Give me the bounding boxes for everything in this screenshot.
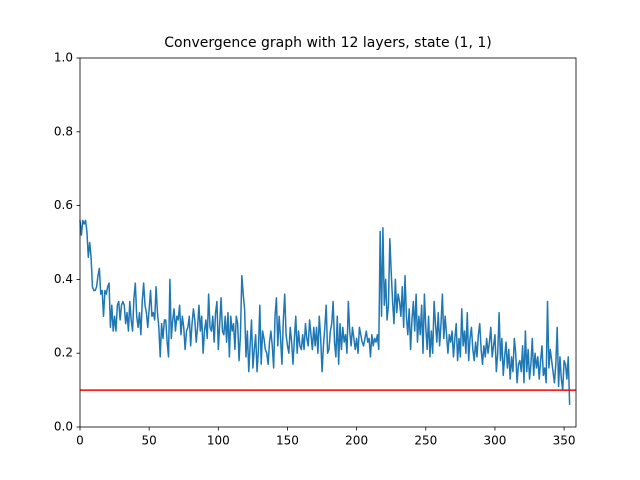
- y-tick-label: 0.0: [54, 420, 73, 434]
- y-tick-label: 1.0: [54, 51, 73, 65]
- x-tick-label: 200: [345, 434, 368, 448]
- x-tick-label: 0: [76, 434, 84, 448]
- x-tick-label: 250: [414, 434, 437, 448]
- line-series: [79, 219, 571, 405]
- x-tick-label: 100: [207, 434, 230, 448]
- y-tick-label: 0.4: [54, 272, 73, 286]
- y-tick-label: 0.2: [54, 346, 73, 360]
- chart-title: Convergence graph with 12 layers, state …: [164, 35, 491, 51]
- y-tick-label: 0.6: [54, 198, 73, 212]
- x-tick-label: 350: [553, 434, 576, 448]
- x-tick-label: 50: [142, 434, 157, 448]
- x-tick-label: 300: [483, 434, 506, 448]
- x-tick-label: 150: [276, 434, 299, 448]
- plot-frame: [79, 57, 577, 428]
- y-tick-label: 0.8: [54, 124, 73, 138]
